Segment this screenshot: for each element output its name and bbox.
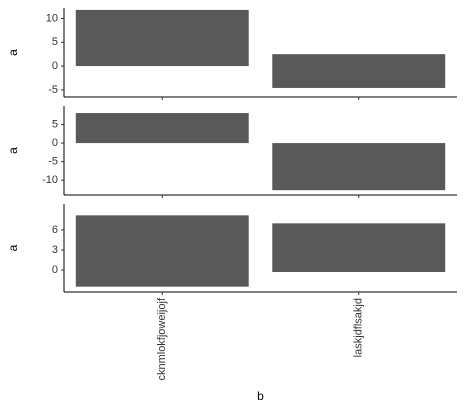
y-tick-label: 6	[52, 224, 58, 236]
y-tick-label: 3	[52, 244, 58, 256]
y-tick-label: 0	[52, 60, 58, 72]
y-axis-title: a	[6, 49, 20, 56]
x-tick-label: laskjdflsakjd	[353, 298, 365, 357]
y-tick-label: -10	[42, 174, 58, 186]
y-tick-label: -5	[48, 156, 58, 168]
bar	[272, 143, 446, 191]
y-tick-label: 0	[52, 137, 58, 149]
x-tick-label: cknmlokfjoweijojf	[156, 297, 168, 380]
y-tick-label: 0	[52, 264, 58, 276]
y-axis-title: a	[6, 244, 20, 251]
y-tick-label: 5	[52, 36, 58, 48]
y-tick-label: 5	[52, 118, 58, 130]
y-axis-title: a	[6, 147, 20, 154]
bar	[75, 215, 249, 287]
bar	[75, 9, 249, 67]
bar	[272, 54, 446, 88]
bar	[75, 113, 249, 144]
y-tick-label: -5	[48, 84, 58, 96]
bar	[272, 223, 446, 272]
y-tick-label: 10	[46, 12, 58, 24]
x-axis-title: b	[257, 389, 264, 403]
